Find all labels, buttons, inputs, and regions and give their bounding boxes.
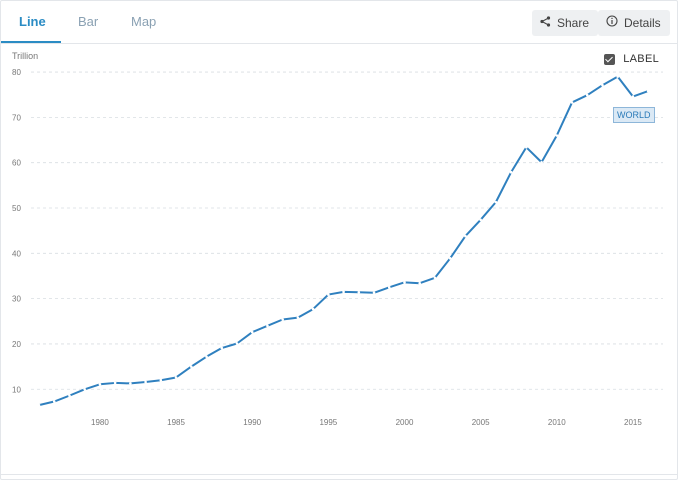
x-tick-label: 1985 bbox=[167, 418, 185, 427]
data-point[interactable] bbox=[311, 307, 315, 311]
data-point[interactable] bbox=[585, 93, 589, 97]
tab-line[interactable]: Line bbox=[19, 14, 46, 29]
data-point[interactable] bbox=[525, 145, 528, 149]
data-point[interactable] bbox=[646, 89, 650, 93]
data-point[interactable] bbox=[631, 95, 635, 98]
label-toggle[interactable]: LABEL bbox=[604, 53, 659, 65]
data-point[interactable] bbox=[174, 376, 178, 379]
x-tick-label: 2015 bbox=[624, 418, 642, 427]
data-point[interactable] bbox=[189, 365, 193, 368]
y-tick-label: 20 bbox=[12, 340, 21, 349]
data-point[interactable] bbox=[144, 380, 147, 384]
data-point[interactable] bbox=[357, 291, 361, 294]
x-tick-label: 2010 bbox=[548, 418, 566, 427]
data-point[interactable] bbox=[479, 218, 482, 222]
label-checkbox[interactable] bbox=[604, 53, 616, 65]
data-point[interactable] bbox=[83, 387, 86, 391]
x-tick-label: 1995 bbox=[319, 418, 337, 427]
data-point[interactable] bbox=[372, 291, 376, 295]
data-point[interactable] bbox=[433, 276, 437, 280]
active-tab-indicator bbox=[1, 41, 61, 43]
data-point[interactable] bbox=[555, 134, 559, 137]
data-point[interactable] bbox=[113, 381, 117, 385]
data-point[interactable] bbox=[235, 342, 239, 345]
y-tick-label: 50 bbox=[12, 204, 21, 213]
data-point[interactable] bbox=[509, 170, 513, 174]
data-point[interactable] bbox=[418, 281, 422, 285]
tab-map[interactable]: Map bbox=[131, 14, 157, 29]
view-tabs: Line Bar Map Share bbox=[1, 1, 677, 44]
x-tick-label: 2000 bbox=[396, 418, 414, 427]
data-point[interactable] bbox=[448, 257, 452, 260]
data-point[interactable] bbox=[52, 400, 56, 403]
data-point[interactable] bbox=[68, 394, 71, 397]
y-tick-label: 80 bbox=[12, 68, 21, 77]
data-point[interactable] bbox=[98, 382, 102, 386]
footer-divider bbox=[1, 474, 677, 475]
info-icon bbox=[606, 10, 618, 36]
data-point[interactable] bbox=[342, 290, 345, 294]
data-point[interactable] bbox=[327, 293, 330, 296]
share-button[interactable]: Share bbox=[532, 10, 599, 36]
data-point[interactable] bbox=[601, 83, 604, 87]
data-point[interactable] bbox=[403, 281, 406, 284]
y-axis-unit: Trillion bbox=[12, 51, 39, 61]
data-point[interactable] bbox=[129, 382, 132, 385]
y-tick-label: 40 bbox=[12, 249, 21, 258]
x-tick-label: 1990 bbox=[243, 418, 261, 427]
details-button[interactable]: Details bbox=[598, 10, 670, 36]
data-point[interactable] bbox=[387, 286, 391, 289]
data-point[interactable] bbox=[37, 403, 41, 407]
series-line-world[interactable] bbox=[38, 75, 649, 407]
data-point[interactable] bbox=[464, 234, 467, 238]
y-tick-label: 30 bbox=[12, 295, 21, 304]
details-label: Details bbox=[624, 16, 661, 30]
data-point[interactable] bbox=[494, 200, 498, 204]
data-point[interactable] bbox=[250, 330, 254, 334]
data-point[interactable] bbox=[616, 75, 619, 78]
data-point[interactable] bbox=[266, 324, 269, 328]
y-tick-label: 10 bbox=[12, 385, 21, 394]
data-point[interactable] bbox=[296, 316, 300, 319]
data-point[interactable] bbox=[570, 101, 574, 104]
series-end-label: WORLD bbox=[613, 107, 655, 123]
x-tick-label: 2005 bbox=[472, 418, 490, 427]
label-toggle-text: LABEL bbox=[623, 53, 659, 65]
x-tick-label: 1980 bbox=[91, 418, 109, 427]
data-point[interactable] bbox=[281, 318, 284, 321]
tab-bar[interactable]: Bar bbox=[78, 14, 99, 29]
data-point[interactable] bbox=[540, 160, 543, 164]
share-label: Share bbox=[557, 16, 590, 30]
data-point[interactable] bbox=[159, 378, 163, 382]
y-tick-label: 60 bbox=[12, 159, 21, 168]
data-point[interactable] bbox=[220, 346, 224, 350]
y-tick-label: 70 bbox=[12, 113, 21, 122]
data-point[interactable] bbox=[205, 355, 208, 358]
share-icon bbox=[540, 10, 551, 36]
